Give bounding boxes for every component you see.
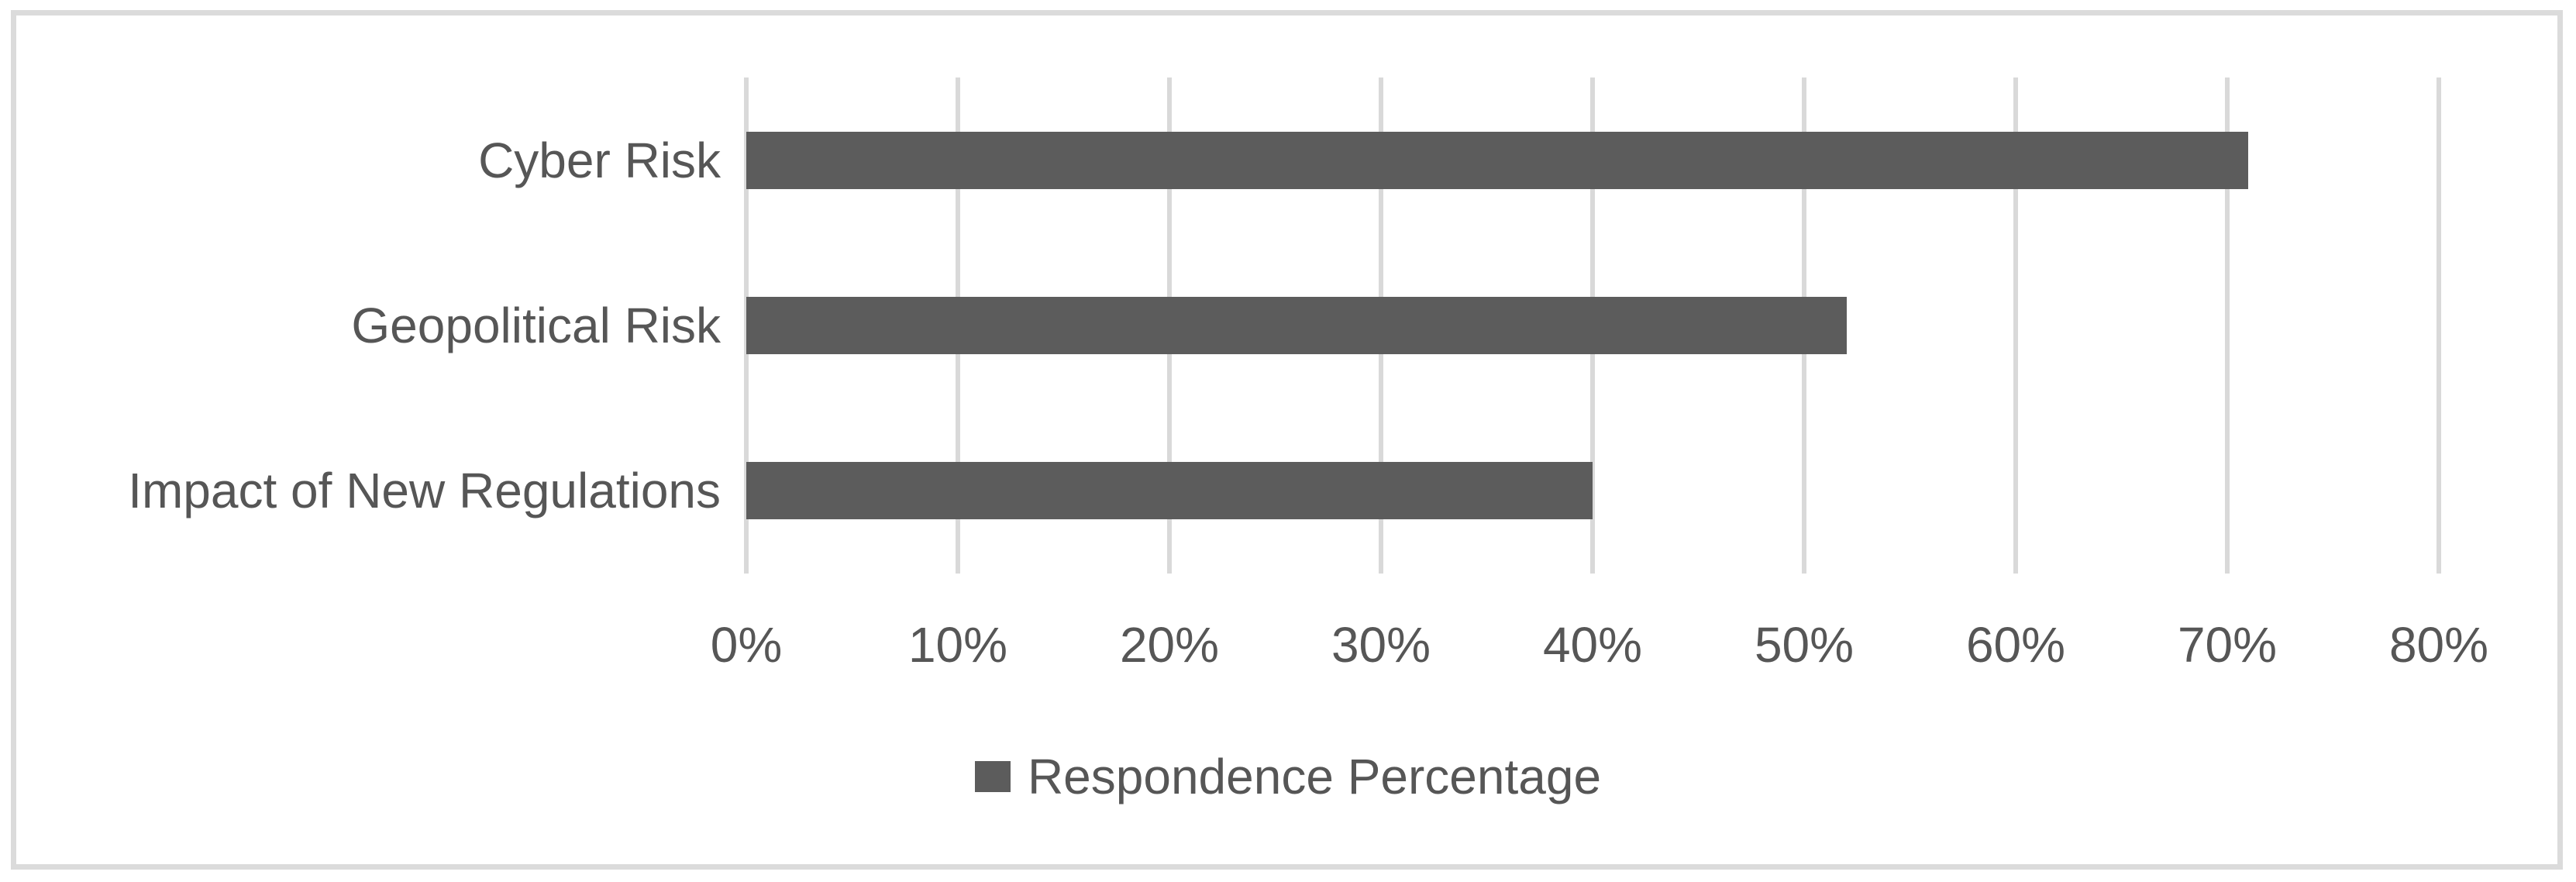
bar [746, 131, 2249, 189]
legend: Respondence Percentage [0, 744, 2576, 809]
category-row: Geopolitical Risk [23, 243, 721, 408]
category-label: Impact of New Regulations [128, 463, 721, 519]
category-label: Cyber Risk [478, 132, 721, 188]
gridline [2013, 78, 2018, 574]
category-label: Geopolitical Risk [351, 297, 721, 353]
bar [746, 462, 1593, 520]
gridline [2225, 78, 2230, 574]
bar [746, 297, 1847, 354]
category-axis: Cyber Risk Geopolitical Risk Impact of New… [23, 78, 721, 574]
x-tick-label: 0% [710, 617, 783, 673]
category-row: Impact of New Regulations [23, 408, 721, 574]
x-tick-label: 80% [2388, 617, 2489, 673]
legend-label: Respondence Percentage [1027, 749, 1602, 804]
x-axis: 0% 10% 20% 30% 40% 50% 60% 70% 80% [711, 617, 2488, 673]
gridline [2437, 78, 2441, 574]
x-tick-label: 30% [1331, 617, 1431, 673]
x-tick-label: 50% [1754, 617, 1855, 673]
category-row: Cyber Risk [23, 78, 721, 243]
x-tick-label: 10% [907, 617, 1008, 673]
x-tick-label: 40% [1542, 617, 1643, 673]
legend-marker-icon [974, 761, 1011, 792]
plot-area [744, 78, 2441, 574]
x-tick-label: 70% [2177, 617, 2278, 673]
x-tick-label: 60% [1965, 617, 2066, 673]
x-tick-label: 20% [1119, 617, 1220, 673]
